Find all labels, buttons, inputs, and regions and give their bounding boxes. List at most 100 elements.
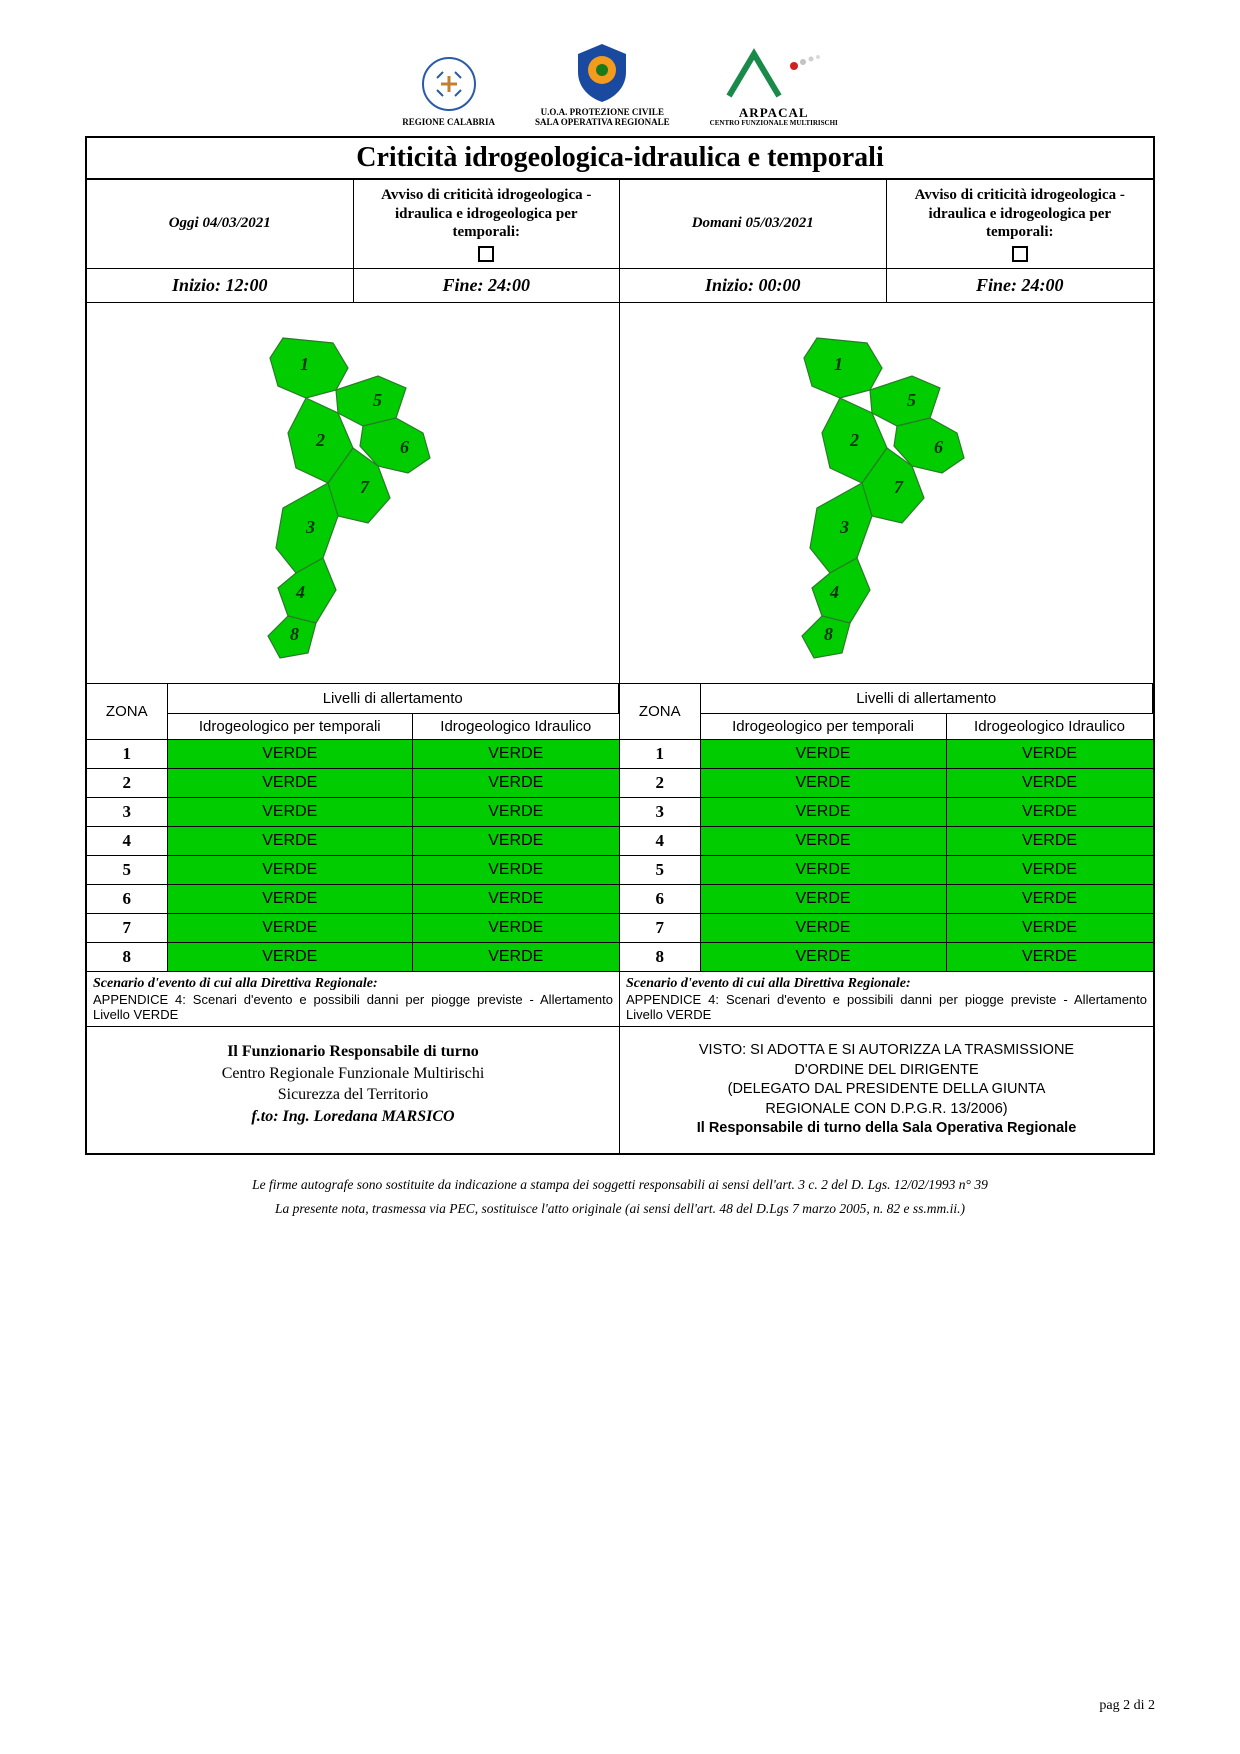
sign-left-l1: Il Funzionario Responsabile di turno — [105, 1041, 601, 1063]
calabria-map-today-icon: 1 5 2 6 7 3 4 8 — [208, 318, 498, 668]
table-row: 4VERDEVERDE — [87, 827, 619, 856]
svg-text:3: 3 — [839, 517, 849, 537]
col-idraulico: Idrogeologico Idraulico — [413, 714, 619, 740]
level-idraulico: VERDE — [413, 914, 619, 943]
svg-text:2: 2 — [849, 430, 859, 450]
table-row: 2VERDEVERDE — [620, 769, 1153, 798]
zone-number: 7 — [620, 914, 700, 943]
sign-right-l5: Il Responsabile di turno della Sala Oper… — [638, 1119, 1135, 1139]
svg-text:8: 8 — [824, 624, 833, 644]
scenario-body: APPENDICE 4: Scenari d'evento e possibil… — [626, 992, 1147, 1022]
level-temporali: VERDE — [700, 914, 946, 943]
today-checkbox-icon — [478, 246, 494, 262]
svg-text:3: 3 — [305, 517, 315, 537]
zone-number: 6 — [87, 885, 167, 914]
table-row: 3VERDEVERDE — [620, 798, 1153, 827]
maps-row: 1 5 2 6 7 3 4 8 — [85, 303, 1155, 684]
zone-number: 8 — [87, 943, 167, 972]
level-idraulico: VERDE — [413, 943, 619, 972]
zone-rows-today: 1VERDEVERDE2VERDEVERDE3VERDEVERDE4VERDEV… — [87, 740, 619, 972]
level-idraulico: VERDE — [413, 740, 619, 769]
logo-protezione-label2: SALA OPERATIVA REGIONALE — [535, 118, 670, 128]
col-idraulico: Idrogeologico Idraulico — [946, 714, 1152, 740]
sign-right-l3: (DELEGATO DAL PRESIDENTE DELLA GIUNTA — [638, 1080, 1135, 1100]
level-idraulico: VERDE — [946, 798, 1152, 827]
level-temporali: VERDE — [167, 827, 413, 856]
tomorrow-checkbox-icon — [1012, 246, 1028, 262]
table-row: 6VERDEVERDE — [620, 885, 1153, 914]
sign-left-l4: f.to: Ing. Loredana MARSICO — [105, 1106, 601, 1128]
header-row: Oggi 04/03/2021 Avviso di criticità idro… — [85, 180, 1155, 269]
logo-protezione-civile: U.O.A. PROTEZIONE CIVILE SALA OPERATIVA … — [535, 40, 670, 128]
zone-number: 4 — [87, 827, 167, 856]
sign-left-l3: Sicurezza del Territorio — [105, 1084, 601, 1106]
table-row: 5VERDEVERDE — [620, 856, 1153, 885]
zone-number: 4 — [620, 827, 700, 856]
svg-text:4: 4 — [829, 582, 839, 602]
level-idraulico: VERDE — [413, 769, 619, 798]
arpacal-icon — [719, 46, 829, 102]
zone-number: 5 — [87, 856, 167, 885]
sign-right-l1: VISTO: SI ADOTTA E SI AUTORIZZA LA TRASM… — [638, 1041, 1135, 1061]
sign-right-l4: REGIONALE CON D.P.G.R. 13/2006) — [638, 1100, 1135, 1120]
zone-number: 3 — [620, 798, 700, 827]
table-row: 8VERDEVERDE — [87, 943, 619, 972]
level-temporali: VERDE — [700, 827, 946, 856]
protezione-civile-icon — [570, 40, 634, 104]
level-idraulico: VERDE — [413, 856, 619, 885]
today-end: Fine: 24:00 — [354, 269, 621, 303]
zone-number: 1 — [87, 740, 167, 769]
table-row: 4VERDEVERDE — [620, 827, 1153, 856]
signature-right: VISTO: SI ADOTTA E SI AUTORIZZA LA TRASM… — [620, 1027, 1153, 1153]
signatures-row: Il Funzionario Responsabile di turno Cen… — [85, 1027, 1155, 1155]
zone-rows-tomorrow: 1VERDEVERDE2VERDEVERDE3VERDEVERDE4VERDEV… — [620, 740, 1153, 972]
level-idraulico: VERDE — [946, 740, 1152, 769]
col-temporali: Idrogeologico per temporali — [700, 714, 946, 740]
zone-number: 3 — [87, 798, 167, 827]
map-tomorrow: 1 5 2 6 7 3 4 8 — [620, 303, 1153, 683]
calabria-map-tomorrow-icon: 1 5 2 6 7 3 4 8 — [742, 318, 1032, 668]
svg-text:5: 5 — [373, 390, 382, 410]
page-number: pag 2 di 2 — [1099, 1698, 1155, 1714]
signature-left: Il Funzionario Responsabile di turno Cen… — [87, 1027, 620, 1153]
svg-text:7: 7 — [894, 477, 904, 497]
logo-regione: REGIONE CALABRIA — [402, 54, 495, 128]
footnote-2: La presente nota, trasmessa via PEC, sos… — [85, 1197, 1155, 1221]
svg-text:8: 8 — [290, 624, 299, 644]
scenario-row: Scenario d'evento di cui alla Direttiva … — [85, 972, 1155, 1027]
scenario-today: Scenario d'evento di cui alla Direttiva … — [87, 972, 620, 1027]
livelli-header: Livelli di allertamento — [700, 684, 1153, 714]
tomorrow-date-text: Domani 05/03/2021 — [692, 215, 814, 232]
svg-text:4: 4 — [295, 582, 305, 602]
level-temporali: VERDE — [700, 856, 946, 885]
zone-table-today: ZONA Livelli di allertamento Idrogeologi… — [87, 684, 620, 972]
level-temporali: VERDE — [700, 943, 946, 972]
table-row: 1VERDEVERDE — [620, 740, 1153, 769]
level-temporali: VERDE — [167, 856, 413, 885]
level-temporali: VERDE — [167, 769, 413, 798]
logo-regione-label: REGIONE CALABRIA — [402, 118, 495, 128]
svg-text:6: 6 — [934, 437, 943, 457]
table-row: 7VERDEVERDE — [620, 914, 1153, 943]
zone-number: 6 — [620, 885, 700, 914]
level-temporali: VERDE — [700, 798, 946, 827]
regione-calabria-icon — [419, 54, 479, 114]
logo-arpacal-sublabel: CENTRO FUNZIONALE MULTIRISCHI — [710, 120, 838, 128]
svg-text:7: 7 — [360, 477, 370, 497]
footnote-1: Le firme autografe sono sostituite da in… — [85, 1173, 1155, 1197]
col-temporali: Idrogeologico per temporali — [167, 714, 413, 740]
level-idraulico: VERDE — [946, 914, 1152, 943]
table-row: 5VERDEVERDE — [87, 856, 619, 885]
svg-text:1: 1 — [834, 354, 843, 374]
svg-text:5: 5 — [907, 390, 916, 410]
livelli-header: Livelli di allertamento — [167, 684, 619, 714]
footnotes: Le firme autografe sono sostituite da in… — [85, 1173, 1155, 1222]
tomorrow-date: Domani 05/03/2021 — [620, 180, 887, 269]
table-row: 7VERDEVERDE — [87, 914, 619, 943]
tomorrow-end: Fine: 24:00 — [887, 269, 1154, 303]
today-date-text: Oggi 04/03/2021 — [169, 215, 271, 232]
main-title: Criticità idrogeologica-idraulica e temp… — [85, 136, 1155, 180]
table-row: 1VERDEVERDE — [87, 740, 619, 769]
today-avviso: Avviso di criticità idrogeologica - idra… — [354, 180, 621, 269]
zone-number: 5 — [620, 856, 700, 885]
